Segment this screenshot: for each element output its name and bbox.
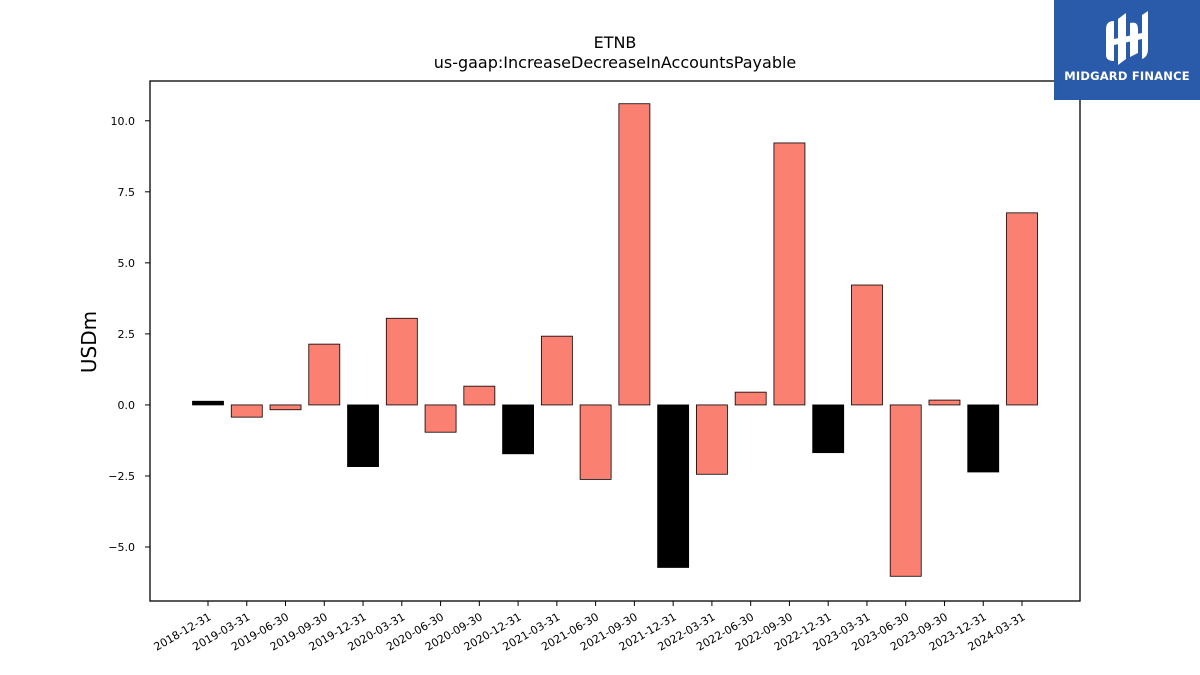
y-axis-ticks: −5.0 −2.5 0.0 2.5 5.0 7.5 10.0 <box>108 115 150 554</box>
y-tick-label: −2.5 <box>108 470 135 483</box>
bar-2022-06-30 <box>734 391 767 406</box>
bar-2019-03-31 <box>230 404 263 418</box>
bar-2024-03-31 <box>1006 212 1038 406</box>
bar-2018-12-31 <box>192 400 224 406</box>
y-tick-label: 5.0 <box>118 257 136 270</box>
y-tick-label: 10.0 <box>111 115 136 128</box>
brand-name: MIDGARD FINANCE <box>1064 69 1190 83</box>
bar-2023-06-30 <box>889 404 922 577</box>
bar-2022-03-31 <box>696 404 728 475</box>
bar-2019-12-31 <box>347 404 379 467</box>
y-tick-label: −5.0 <box>108 541 135 554</box>
chart-subtitle: us-gaap:IncreaseDecreaseInAccountsPayabl… <box>434 53 797 72</box>
y-tick-label: 7.5 <box>118 186 136 199</box>
bar-2020-06-30 <box>424 404 457 433</box>
plot-frame <box>149 80 1081 602</box>
bar-2021-06-30 <box>579 404 612 480</box>
midgard-logo-icon <box>1100 9 1154 71</box>
bar-2022-12-31 <box>812 404 845 454</box>
bar-2023-03-31 <box>851 284 883 406</box>
y-tick-label: 2.5 <box>118 328 136 341</box>
bar-2022-09-30 <box>773 142 806 406</box>
bar-2021-03-31 <box>540 335 573 406</box>
bars-group <box>192 103 1038 577</box>
bar-2019-06-30 <box>269 404 302 411</box>
bar-2019-09-30 <box>308 343 341 406</box>
brand-logo: MIDGARD FINANCE <box>1054 0 1200 100</box>
x-axis-ticks: 2018-12-312019-03-312019-06-302019-09-30… <box>152 601 1028 654</box>
bar-2023-09-30 <box>928 399 961 406</box>
bar-2020-12-31 <box>502 404 534 455</box>
y-tick-label: 0.0 <box>118 399 136 412</box>
bar-2023-12-31 <box>967 404 1000 473</box>
bar-2021-09-30 <box>618 103 651 406</box>
bar-2021-12-31 <box>657 404 690 568</box>
chart-title: ETNB <box>594 33 637 52</box>
bar-2020-09-30 <box>463 385 496 406</box>
bar-2020-03-31 <box>385 317 418 406</box>
y-axis-label: USDm <box>77 311 101 373</box>
